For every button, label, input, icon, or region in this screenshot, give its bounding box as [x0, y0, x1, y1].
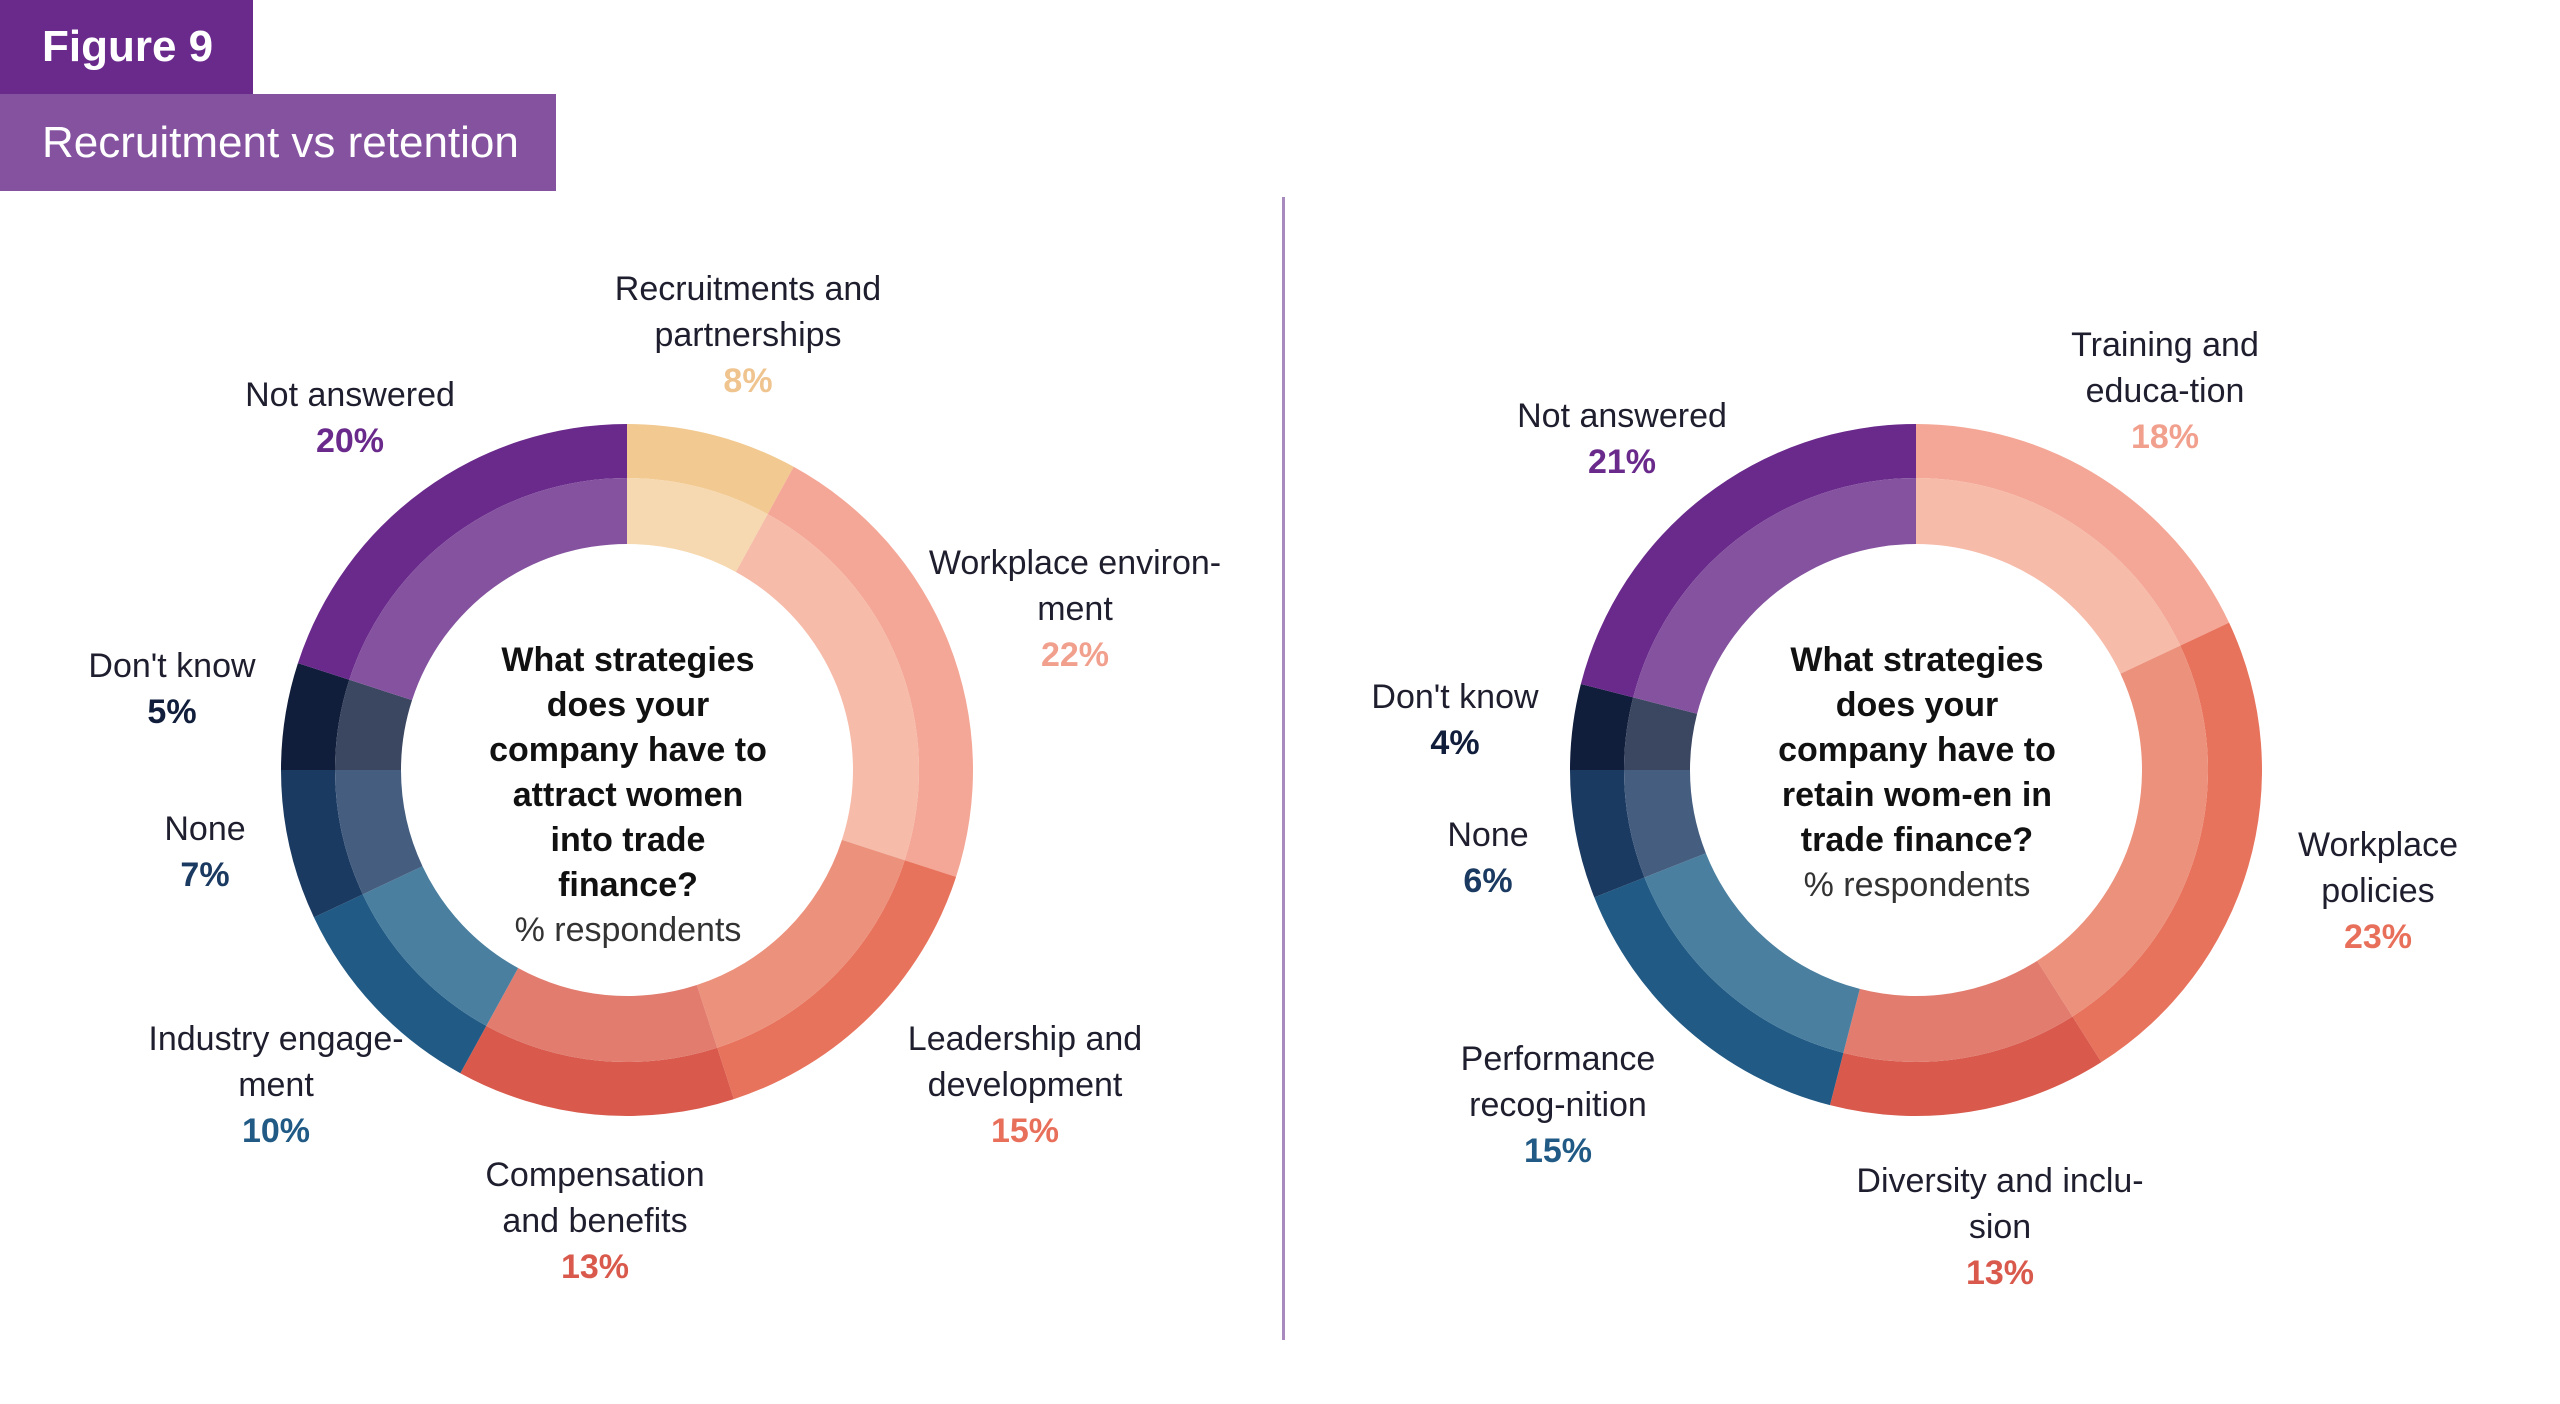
slice-label-dont-know: Don't know 4%	[1355, 674, 1555, 766]
slice-label-none: None 6%	[1388, 812, 1588, 904]
slice-label-recruitments: Recruitments and partnerships 8%	[588, 266, 908, 404]
slice-label-text: Workplace policies	[2298, 826, 2458, 910]
slice-label-not-answered: Not answered 21%	[1492, 393, 1752, 485]
slice-pct: 5%	[147, 693, 197, 731]
donut-slice-inner-5	[335, 770, 423, 895]
donut-slice-outer-6	[1580, 424, 1916, 698]
slice-label-dont-know: Don't know 5%	[72, 643, 272, 735]
donut-chart-attract	[281, 424, 974, 1116]
donut-chart-retain	[1570, 424, 2262, 1116]
donut-slice-inner-3	[1644, 853, 1860, 1053]
donut-slice-outer-0	[1916, 424, 2230, 646]
slice-label-text: Don't know	[1371, 678, 1539, 716]
donut-slice-inner-5	[1623, 697, 1698, 770]
slice-pct: 15%	[1523, 1132, 1593, 1170]
donut-slice-inner-2	[696, 839, 905, 1048]
slice-pct: 20%	[315, 422, 385, 460]
slice-pct: 21%	[1587, 443, 1657, 481]
donut-slice-outer-0	[627, 424, 794, 515]
slice-label-text: Workplace environ-ment	[928, 544, 1222, 628]
slice-label-leadership: Leadership and development 15%	[890, 1016, 1160, 1154]
donut-slice-inner-3	[486, 968, 718, 1062]
slice-pct: 15%	[990, 1112, 1060, 1150]
donut-slice-outer-3	[460, 1025, 734, 1116]
slice-pct: 13%	[560, 1248, 630, 1286]
donut-slice-outer-1	[2072, 622, 2262, 1063]
slice-label-text: None	[1447, 816, 1529, 854]
donut-slice-outer-7	[297, 424, 627, 680]
donut-slice-outer-5	[1570, 683, 1634, 770]
center-question-attract: What strategies does your company have t…	[478, 638, 778, 953]
slice-label-text: Performance recog-nition	[1460, 1040, 1656, 1124]
slice-label-text: None	[164, 810, 246, 848]
slice-label-text: Recruitments and partnerships	[614, 270, 882, 354]
slice-label-workplace-environment: Workplace environ-ment 22%	[920, 540, 1230, 678]
donut-slice-outer-4	[1570, 770, 1645, 898]
slice-label-performance: Performance recog-nition 15%	[1408, 1036, 1708, 1174]
donut-slice-inner-0	[1916, 478, 2181, 674]
slice-label-text: Not answered	[1517, 397, 1727, 435]
donut-slice-outer-1	[767, 466, 974, 877]
donut-slice-inner-2	[1843, 960, 2073, 1062]
slice-label-diversity: Diversity and inclu-sion 13%	[1855, 1158, 2145, 1296]
slice-pct: 7%	[180, 856, 230, 894]
donut-slice-inner-7	[349, 478, 627, 701]
center-question-retain: What strategies does your company have t…	[1767, 638, 2067, 908]
center-subtitle: % respondents	[1803, 866, 2031, 904]
donut-slice-inner-1	[2037, 645, 2208, 1017]
center-question-text: What strategies does your company have t…	[1778, 641, 2056, 859]
slice-label-text: Training and educa-tion	[2071, 326, 2259, 410]
center-question-text: What strategies does your company have t…	[489, 641, 767, 904]
slice-label-text: Don't know	[88, 647, 256, 685]
donut-slice-outer-4	[313, 894, 487, 1074]
slice-pct: 23%	[2343, 918, 2413, 956]
slice-label-text: Diversity and inclu-sion	[1856, 1162, 2144, 1246]
slice-label-text: Compensation and benefits	[485, 1156, 705, 1240]
donut-slice-inner-4	[362, 866, 519, 1026]
slice-label-text: Leadership and development	[907, 1020, 1143, 1104]
slice-pct: 13%	[1965, 1254, 2035, 1292]
donut-slice-inner-1	[735, 514, 919, 861]
slice-pct: 4%	[1430, 724, 1480, 762]
slice-label-compensation: Compensation and benefits 13%	[470, 1152, 720, 1290]
slice-label-workplace-policies: Workplace policies 23%	[2258, 822, 2498, 960]
slice-label-industry-engagement: Industry engage-ment 10%	[146, 1016, 406, 1154]
donut-slice-inner-4	[1623, 770, 1706, 878]
slice-label-text: Not answered	[245, 376, 455, 414]
donut-slice-inner-0	[627, 478, 768, 572]
slice-pct: 18%	[2130, 418, 2200, 456]
figure-label: Figure 9	[0, 0, 253, 94]
chart-divider	[1282, 197, 1285, 1340]
donut-slice-outer-5	[281, 770, 363, 918]
slice-label-none: None 7%	[105, 806, 305, 898]
slice-pct: 22%	[1040, 636, 1110, 674]
donut-slice-inner-6	[1633, 478, 1916, 714]
donut-slice-outer-6	[281, 663, 350, 770]
slice-label-training: Training and educa-tion 18%	[2015, 322, 2315, 460]
center-subtitle: % respondents	[514, 911, 742, 949]
slice-pct: 8%	[723, 362, 773, 400]
donut-slice-outer-2	[1829, 1016, 2102, 1116]
figure-title: Recruitment vs retention	[0, 94, 556, 191]
donut-slice-outer-3	[1594, 877, 1844, 1106]
slice-pct: 10%	[241, 1112, 311, 1150]
donut-slice-outer-2	[717, 860, 957, 1100]
slice-pct: 6%	[1463, 862, 1513, 900]
donut-slice-inner-6	[335, 679, 413, 770]
slice-label-text: Industry engage-ment	[148, 1020, 404, 1104]
slice-label-not-answered: Not answered 20%	[220, 372, 480, 464]
